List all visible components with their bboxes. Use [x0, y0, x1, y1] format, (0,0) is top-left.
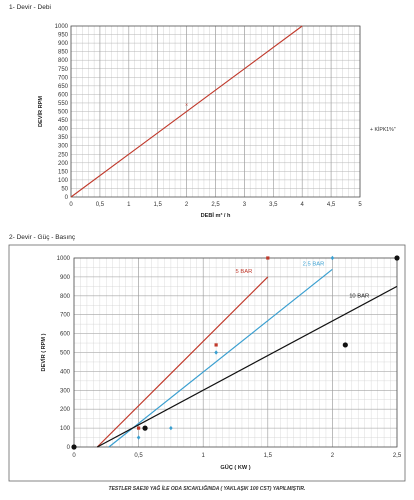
- x-tick-label: 0: [69, 202, 73, 208]
- data-point: [142, 425, 148, 431]
- data-point: [214, 350, 218, 355]
- series-line: [96, 276, 269, 448]
- legend-entry: + KİPK1%": [370, 126, 396, 133]
- x-tick-label: 2: [331, 453, 335, 459]
- y-tick-label: 800: [60, 294, 71, 300]
- section-title-flow: 1- Devir - Debi: [9, 4, 51, 11]
- series-line: [108, 268, 333, 448]
- y-tick-label: 600: [58, 92, 69, 98]
- y-tick-label: 100: [58, 178, 69, 184]
- y-tick-label: 300: [58, 144, 69, 150]
- y-tick-label: 200: [58, 161, 69, 167]
- y-tick-label: 1000: [57, 256, 71, 262]
- y-axis-label: DEVİR ( RPM ): [40, 333, 47, 371]
- x-tick-label: 1: [127, 202, 131, 208]
- flow-speed-chart: 0501001502002503003504004505005506006507…: [37, 24, 396, 219]
- x-tick-label: 0: [72, 453, 76, 459]
- data-point: [137, 426, 141, 430]
- data-point: [214, 343, 218, 347]
- x-tick-label: 3: [243, 202, 247, 208]
- footer-note: TESTLER SAE30 YAĞ İLE ODA SICAKLIĞINDA (…: [108, 486, 306, 492]
- y-axis-label: DEVİR RPM: [37, 96, 44, 127]
- y-tick-label: 900: [58, 41, 69, 47]
- x-axis-label: GÜÇ ( KW ): [220, 464, 250, 471]
- x-tick-label: 0,5: [96, 202, 105, 208]
- x-tick-label: 1,5: [154, 202, 163, 208]
- y-tick-label: 350: [58, 135, 69, 141]
- section-title-power: 2- Devir - Güç - Basınç: [9, 234, 76, 241]
- y-tick-label: 850: [58, 50, 69, 56]
- data-point: [266, 256, 270, 260]
- y-tick-label: 100: [60, 426, 71, 432]
- y-tick-label: 200: [60, 407, 71, 413]
- x-tick-label: 1,5: [264, 453, 273, 459]
- x-tick-label: 2,5: [393, 453, 402, 459]
- series-label: 2,5 BAR: [303, 262, 325, 268]
- data-point: [394, 255, 400, 261]
- y-tick-label: 150: [58, 169, 69, 175]
- data-point: [136, 435, 141, 440]
- y-tick-label: 250: [58, 152, 69, 158]
- y-tick-label: 900: [60, 275, 71, 281]
- y-tick-label: 0: [67, 445, 71, 451]
- x-tick-label: 4,5: [327, 202, 336, 208]
- y-tick-label: 950: [58, 33, 69, 39]
- x-tick-label: 0,5: [134, 453, 143, 459]
- y-tick-label: 1000: [55, 24, 69, 30]
- y-tick-label: 500: [60, 351, 71, 357]
- y-tick-label: 600: [60, 332, 71, 338]
- y-tick-label: 550: [58, 101, 69, 107]
- y-tick-label: 750: [58, 67, 69, 73]
- x-tick-label: 3,5: [269, 202, 278, 208]
- series-label: 5 BAR: [236, 269, 253, 275]
- data-point: [342, 342, 348, 348]
- data-point: ×: [185, 103, 188, 109]
- y-tick-label: 0: [65, 195, 69, 201]
- x-tick-label: 2: [185, 202, 189, 208]
- plot-frame: [73, 257, 398, 448]
- y-tick-label: 300: [60, 388, 71, 394]
- x-tick-label: 5: [358, 202, 362, 208]
- x-axis-label: DEBİ m³ / h: [201, 212, 231, 219]
- y-tick-label: 400: [60, 369, 71, 375]
- y-tick-label: 400: [58, 127, 69, 133]
- x-tick-label: 2,5: [211, 202, 220, 208]
- series-line: [96, 285, 398, 448]
- data-point: [71, 444, 77, 450]
- data-point: [330, 255, 335, 261]
- plot-frame: [70, 25, 361, 198]
- x-tick-label: 1: [202, 453, 206, 459]
- y-tick-label: 450: [58, 118, 69, 124]
- data-point: [169, 425, 173, 431]
- y-tick-label: 800: [58, 58, 69, 64]
- chart-frame: [8, 244, 406, 482]
- x-tick-label: 4: [301, 202, 305, 208]
- y-tick-label: 500: [58, 110, 69, 116]
- y-tick-label: 650: [58, 84, 69, 90]
- y-tick-label: 700: [60, 313, 71, 319]
- y-tick-label: 700: [58, 75, 69, 81]
- series-line: [70, 25, 303, 198]
- series-label: 10 BAR: [349, 294, 369, 300]
- y-tick-label: 50: [61, 186, 68, 192]
